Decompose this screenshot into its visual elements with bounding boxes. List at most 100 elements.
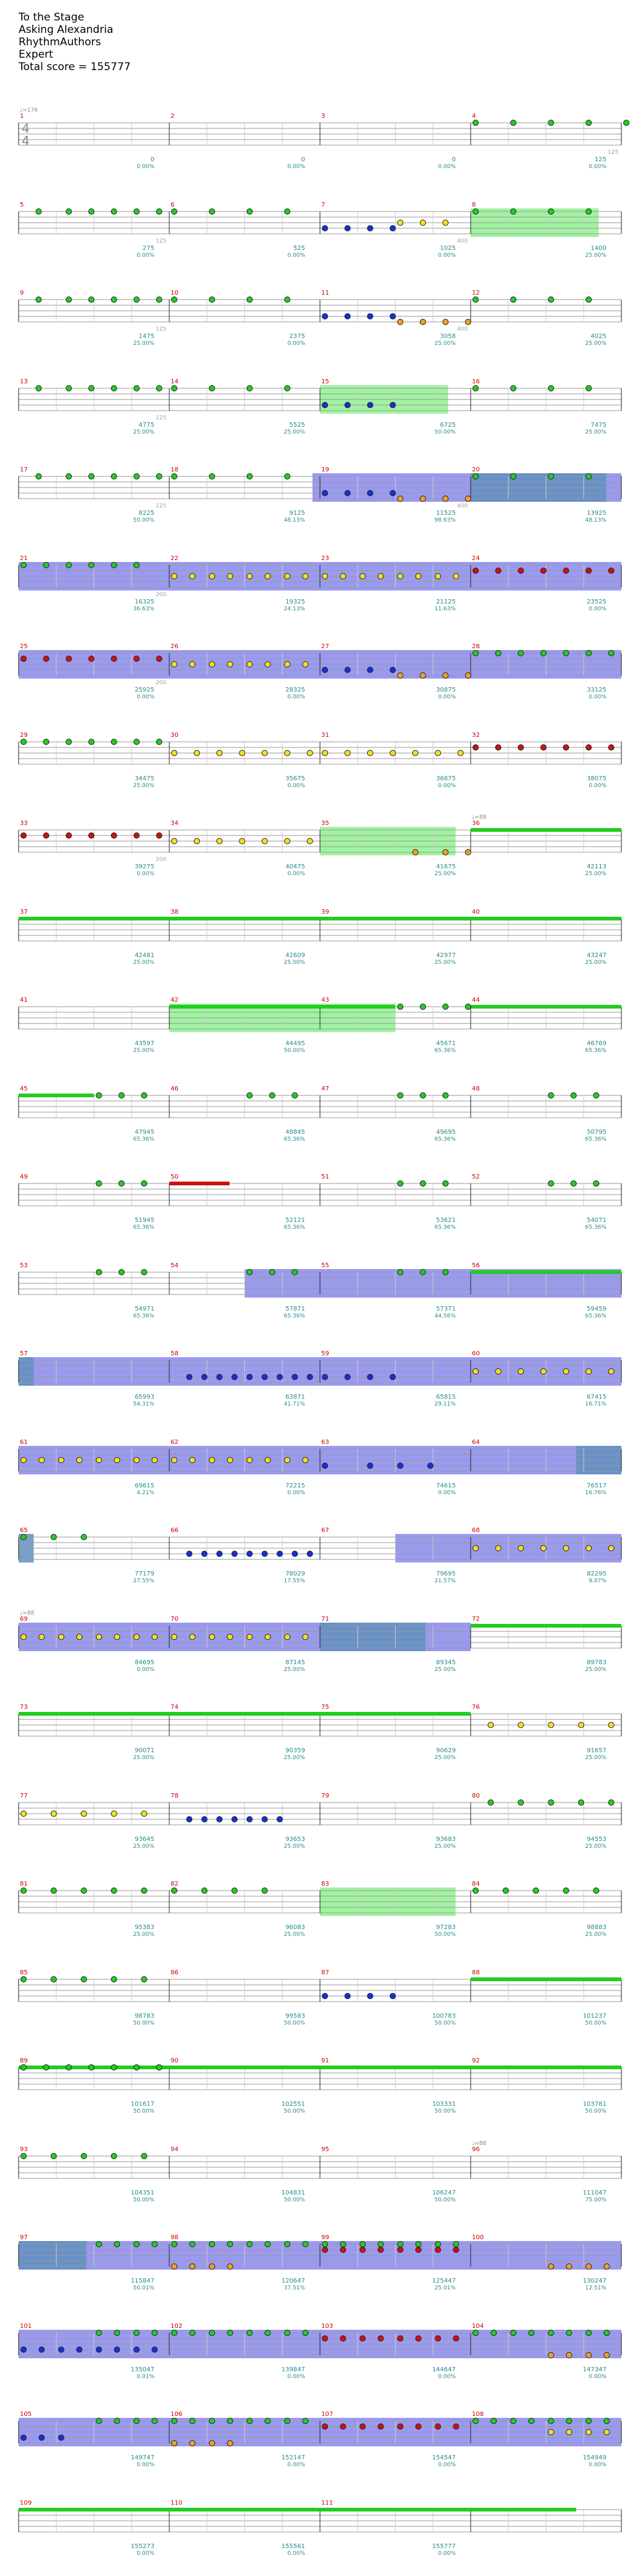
measure-number: 20 — [472, 466, 480, 473]
note — [473, 2330, 479, 2336]
note — [603, 2330, 610, 2336]
note — [397, 2247, 404, 2253]
note — [419, 496, 426, 502]
note — [246, 1374, 253, 1380]
note — [427, 1463, 434, 1469]
measure-score: 42481 — [135, 952, 154, 959]
starpower-percent: 25.00% — [585, 871, 607, 877]
note — [88, 562, 95, 568]
note — [366, 490, 373, 496]
measure-number: 78 — [171, 1793, 179, 1799]
note — [88, 208, 95, 215]
note — [216, 1374, 223, 1380]
measure-score: 82295 — [587, 1571, 606, 1577]
note — [435, 2247, 442, 2253]
measure-number: 74 — [171, 1704, 179, 1711]
measure-number: 59 — [321, 1350, 329, 1357]
note — [510, 120, 517, 126]
measure-number: 107 — [321, 2411, 333, 2418]
note — [189, 2241, 196, 2247]
measure-number: 56 — [472, 1262, 480, 1269]
starpower-percent: 0.00% — [588, 164, 606, 170]
note — [397, 2241, 404, 2247]
note — [397, 1463, 404, 1469]
note — [133, 385, 140, 391]
note — [593, 1180, 600, 1187]
note — [88, 832, 95, 839]
note — [540, 744, 547, 751]
note — [608, 650, 615, 656]
note — [442, 220, 449, 226]
note — [453, 2241, 460, 2247]
note — [208, 208, 215, 215]
sustain — [19, 2508, 577, 2511]
note — [264, 2330, 271, 2336]
note — [453, 573, 460, 579]
measure-score: 57871 — [285, 1306, 305, 1313]
staff-row: 9125147525.00%1023750.00%11400305825.00%… — [18, 290, 622, 347]
measure-score: 34475 — [135, 775, 154, 782]
staff-row: 1011350470.01%1021398470.00%1031446470.0… — [18, 2323, 622, 2380]
note — [201, 1374, 208, 1380]
note — [65, 2064, 72, 2070]
staff-row: 779364525.00%789365325.00%799368325.00%8… — [18, 1793, 622, 1850]
measure-score: 42977 — [436, 952, 456, 959]
note — [528, 2330, 535, 2336]
note — [38, 2346, 45, 2353]
note — [88, 656, 95, 662]
note — [226, 661, 233, 667]
measure-number: 68 — [472, 1527, 480, 1534]
measure-score: 98883 — [587, 1924, 606, 1931]
measure-score: 45671 — [436, 1040, 456, 1047]
starpower-percent: 25.00% — [585, 960, 607, 966]
note — [133, 739, 140, 745]
measure-score: 23525 — [587, 599, 606, 605]
starpower-percent: 0.00% — [136, 694, 154, 700]
note — [113, 2418, 120, 2424]
note — [35, 385, 42, 391]
measure-number: 103 — [321, 2323, 333, 2330]
starpower-percent: 0.00% — [588, 783, 606, 789]
starpower-percent: 25.00% — [284, 1667, 306, 1673]
note — [510, 473, 517, 479]
starpower-percent: 50.00% — [133, 2020, 155, 2026]
note — [517, 1545, 524, 1551]
measure-score: 149747 — [131, 2454, 154, 2461]
starpower-percent: 25.00% — [585, 1667, 607, 1673]
measure-number: 55 — [321, 1262, 329, 1269]
note-count: 400 — [457, 503, 468, 509]
note — [284, 473, 291, 479]
starpower-percent: 50.00% — [585, 2020, 607, 2026]
note — [239, 750, 246, 756]
note — [284, 2418, 291, 2424]
note — [20, 562, 27, 568]
note — [473, 120, 479, 126]
note — [540, 1368, 547, 1375]
starpower-percent: 0.00% — [287, 252, 305, 259]
measure-number: 94 — [171, 2146, 179, 2153]
note — [264, 573, 271, 579]
measure-score: 65993 — [135, 1394, 154, 1401]
measure-number: 76 — [472, 1704, 480, 1711]
note — [562, 1887, 569, 1894]
starpower-percent: 50.00% — [435, 429, 456, 435]
measure-number: 4 — [472, 113, 476, 120]
note — [415, 2335, 422, 2342]
measure-number: 73 — [20, 1704, 28, 1711]
note — [246, 1551, 253, 1557]
note — [585, 120, 592, 126]
note — [20, 1887, 27, 1894]
note — [548, 473, 554, 479]
measure-score: 87145 — [285, 1659, 305, 1666]
measure-score: 79695 — [436, 1571, 456, 1577]
note — [302, 573, 309, 579]
note — [442, 1004, 449, 1010]
song-artist: Asking Alexandria — [19, 24, 113, 36]
note — [473, 2418, 479, 2424]
starpower-percent: 25.00% — [284, 429, 306, 435]
measure-score: 4775 — [139, 422, 154, 429]
note — [95, 2241, 102, 2247]
starpower-percent: 0.00% — [438, 252, 456, 259]
note — [65, 208, 72, 215]
measure-score: 46769 — [587, 1040, 606, 1047]
